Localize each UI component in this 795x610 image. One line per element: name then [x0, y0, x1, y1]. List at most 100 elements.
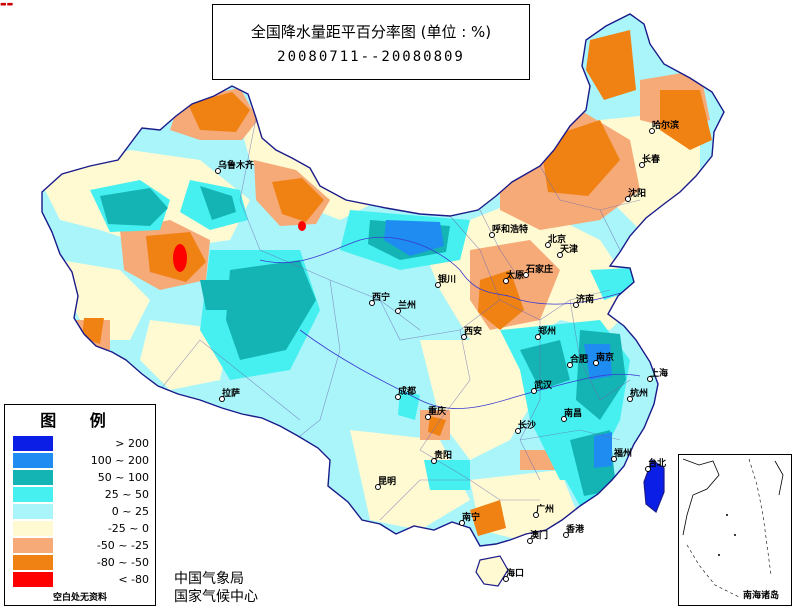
city-label-zhengzhou: 郑州	[538, 327, 557, 337]
legend-swatch	[13, 555, 53, 570]
legend-row: 50 ~ 100	[11, 469, 151, 487]
city-label-lhasa: 拉萨	[222, 389, 241, 399]
city-marker-xining	[369, 300, 375, 306]
city-label-chengdu: 成都	[398, 387, 417, 397]
legend-swatch	[13, 436, 53, 451]
city-label-nanjing: 南京	[596, 353, 615, 363]
legend-label: 0 ~ 25	[111, 505, 149, 518]
legend-no-data: 空白处无资料	[52, 593, 107, 603]
legend-swatch	[13, 487, 53, 502]
inset-label: 南海诸岛	[743, 591, 780, 601]
legend-label: < -80	[118, 573, 149, 586]
city-marker-nanchang	[561, 416, 567, 422]
city-marker-zhengzhou	[535, 334, 541, 340]
city-label-shanghai: 上海	[650, 369, 669, 379]
legend-swatch	[13, 538, 53, 553]
rivers	[259, 236, 641, 409]
city-marker-nanning	[459, 520, 465, 526]
city-label-shijiazhuang: 石家庄	[526, 265, 554, 275]
city-marker-chongqing	[425, 414, 431, 420]
city-marker-hangzhou	[627, 396, 633, 402]
legend-row: 100 ~ 200	[11, 452, 151, 470]
legend-swatch	[13, 504, 53, 519]
city-label-yinchuan: 银川	[438, 275, 457, 285]
city-marker-haikou	[503, 576, 509, 582]
legend-title: 图 例	[40, 411, 120, 430]
city-label-taiyuan: 太原	[506, 271, 525, 281]
south-china-sea-inset: 南海诸岛	[678, 454, 792, 606]
city-marker-tianjin	[557, 252, 563, 258]
legend-label: 25 ~ 50	[104, 488, 149, 501]
map-title: 全国降水量距平百分率图 (单位 : %)	[250, 23, 492, 41]
city-label-chongqing: 重庆	[428, 407, 447, 417]
city-label-jinan: 济南	[576, 295, 595, 305]
city-label-harbin: 哈尔滨	[652, 121, 680, 131]
city-marker-guiyang	[431, 458, 437, 464]
city-marker-yinchuan	[435, 282, 441, 288]
city-label-haikou: 海口	[506, 569, 525, 579]
city-marker-macau	[527, 538, 533, 544]
city-marker-beijing	[545, 242, 551, 248]
legend-label: 100 ~ 200	[90, 454, 149, 467]
legend-swatch	[13, 453, 53, 468]
province-boundaries	[159, 117, 641, 521]
city-label-fuzhou: 福州	[614, 449, 633, 459]
city-marker-lanzhou	[395, 308, 401, 314]
city-marker-jinan	[573, 302, 579, 308]
legend: 图 例 > 200 100 ~ 200 50 ~ 100 25 ~ 50 0 ~ 25 -…	[4, 404, 156, 606]
china-outline	[41, 13, 725, 547]
city-label-taibei: 台北	[648, 459, 667, 469]
legend-row: -80 ~ -50	[11, 554, 151, 572]
city-label-guiyang: 贵阳	[434, 451, 453, 461]
city-label-urumqi: 乌鲁木齐	[218, 161, 255, 171]
city-label-changsha: 长沙	[518, 421, 537, 431]
agency-ncc: 国家气候中心	[174, 589, 258, 605]
city-label-tianjin: 天津	[560, 245, 579, 255]
city-label-beijing: 北京	[548, 235, 567, 245]
city-marker-chengdu	[395, 394, 401, 400]
city-label-kunming: 昆明	[378, 477, 397, 487]
city-marker-shenyang	[625, 196, 631, 202]
city-marker-urumqi	[215, 168, 221, 174]
city-label-shenyang: 沈阳	[628, 189, 647, 199]
city-marker-guangzhou	[533, 512, 539, 518]
city-label-guangzhou: 广州	[536, 505, 555, 515]
city-label-hohhot: 呼和浩特	[492, 225, 529, 235]
city-marker-hefei	[567, 362, 573, 368]
city-marker-kunming	[375, 484, 381, 490]
city-label-nanning: 南宁	[462, 513, 481, 523]
legend-label: -80 ~ -50	[96, 556, 149, 569]
city-marker-harbin	[649, 128, 655, 134]
city-marker-shanghai	[647, 376, 653, 382]
city-marker-taibei	[645, 466, 651, 472]
legend-label: > 200	[115, 437, 149, 450]
taiwan-island	[643, 459, 665, 513]
inset-map	[682, 458, 784, 598]
city-label-wuhan: 武汉	[534, 381, 553, 391]
city-label-nanchang: 南昌	[564, 409, 583, 419]
legend-row: -50 ~ -25	[11, 537, 151, 555]
city-label-hangzhou: 杭州	[630, 389, 649, 399]
title-box: 全国降水量距平百分率图 (单位 : %) 20080711--20080809	[212, 4, 530, 80]
city-marker-xian	[461, 334, 467, 340]
legend-label: -25 ~ 0	[107, 522, 149, 535]
legend-row: 0 ~ 25	[11, 503, 151, 521]
city-label-macau: 澳门	[530, 531, 549, 541]
city-marker-taiyuan	[503, 278, 509, 284]
city-marker-changsha	[515, 428, 521, 434]
city-marker-shijiazhuang	[523, 272, 529, 278]
legend-label: 50 ~ 100	[97, 471, 149, 484]
legend-swatch	[13, 470, 53, 485]
agency-cma: 中国气象局	[174, 571, 244, 587]
legend-row: < -80	[11, 571, 151, 589]
city-label-lanzhou: 兰州	[398, 301, 417, 311]
legend-row: > 200	[11, 435, 151, 453]
city-label-changchun: 长春	[642, 155, 661, 165]
city-marker-wuhan	[531, 388, 537, 394]
city-marker-hongkong	[563, 532, 569, 538]
city-marker-changchun	[639, 162, 645, 168]
city-marker-fuzhou	[611, 456, 617, 462]
city-marker-hohhot	[489, 232, 495, 238]
legend-row: -25 ~ 0	[11, 520, 151, 538]
city-label-xian: 西安	[464, 327, 483, 337]
